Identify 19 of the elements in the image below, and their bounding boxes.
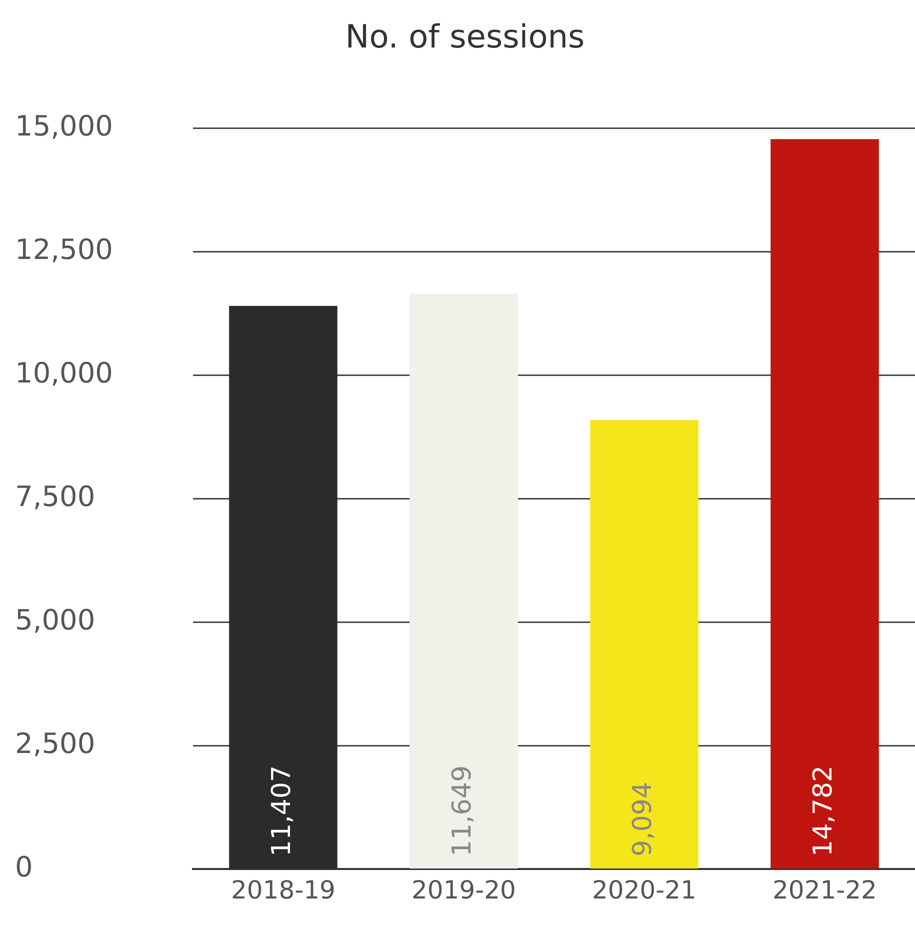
data-label: 11,649 xyxy=(447,765,478,856)
y-tick-label: 15,000 xyxy=(15,110,113,143)
x-tick-label: 2021-22 xyxy=(772,876,877,905)
y-tick-label: 5,000 xyxy=(15,604,96,637)
chart-title: No. of sessions xyxy=(345,18,585,56)
y-tick-label: 10,000 xyxy=(15,356,113,390)
data-label: 9,094 xyxy=(628,782,658,856)
bar xyxy=(590,420,698,868)
x-tick-label: 2019-20 xyxy=(412,876,516,905)
y-tick-label: 7,500 xyxy=(15,480,96,514)
x-tick-label: 2018-19 xyxy=(230,876,336,905)
bar xyxy=(410,294,518,868)
x-tick-label: 2020-21 xyxy=(592,876,696,905)
bar xyxy=(770,139,879,868)
data-label: 11,407 xyxy=(266,765,297,856)
data-label: 14,782 xyxy=(808,765,838,856)
y-tick-label: 12,500 xyxy=(15,233,113,266)
y-tick-label: 0 xyxy=(15,850,33,884)
y-tick-label: 2,500 xyxy=(15,727,96,760)
